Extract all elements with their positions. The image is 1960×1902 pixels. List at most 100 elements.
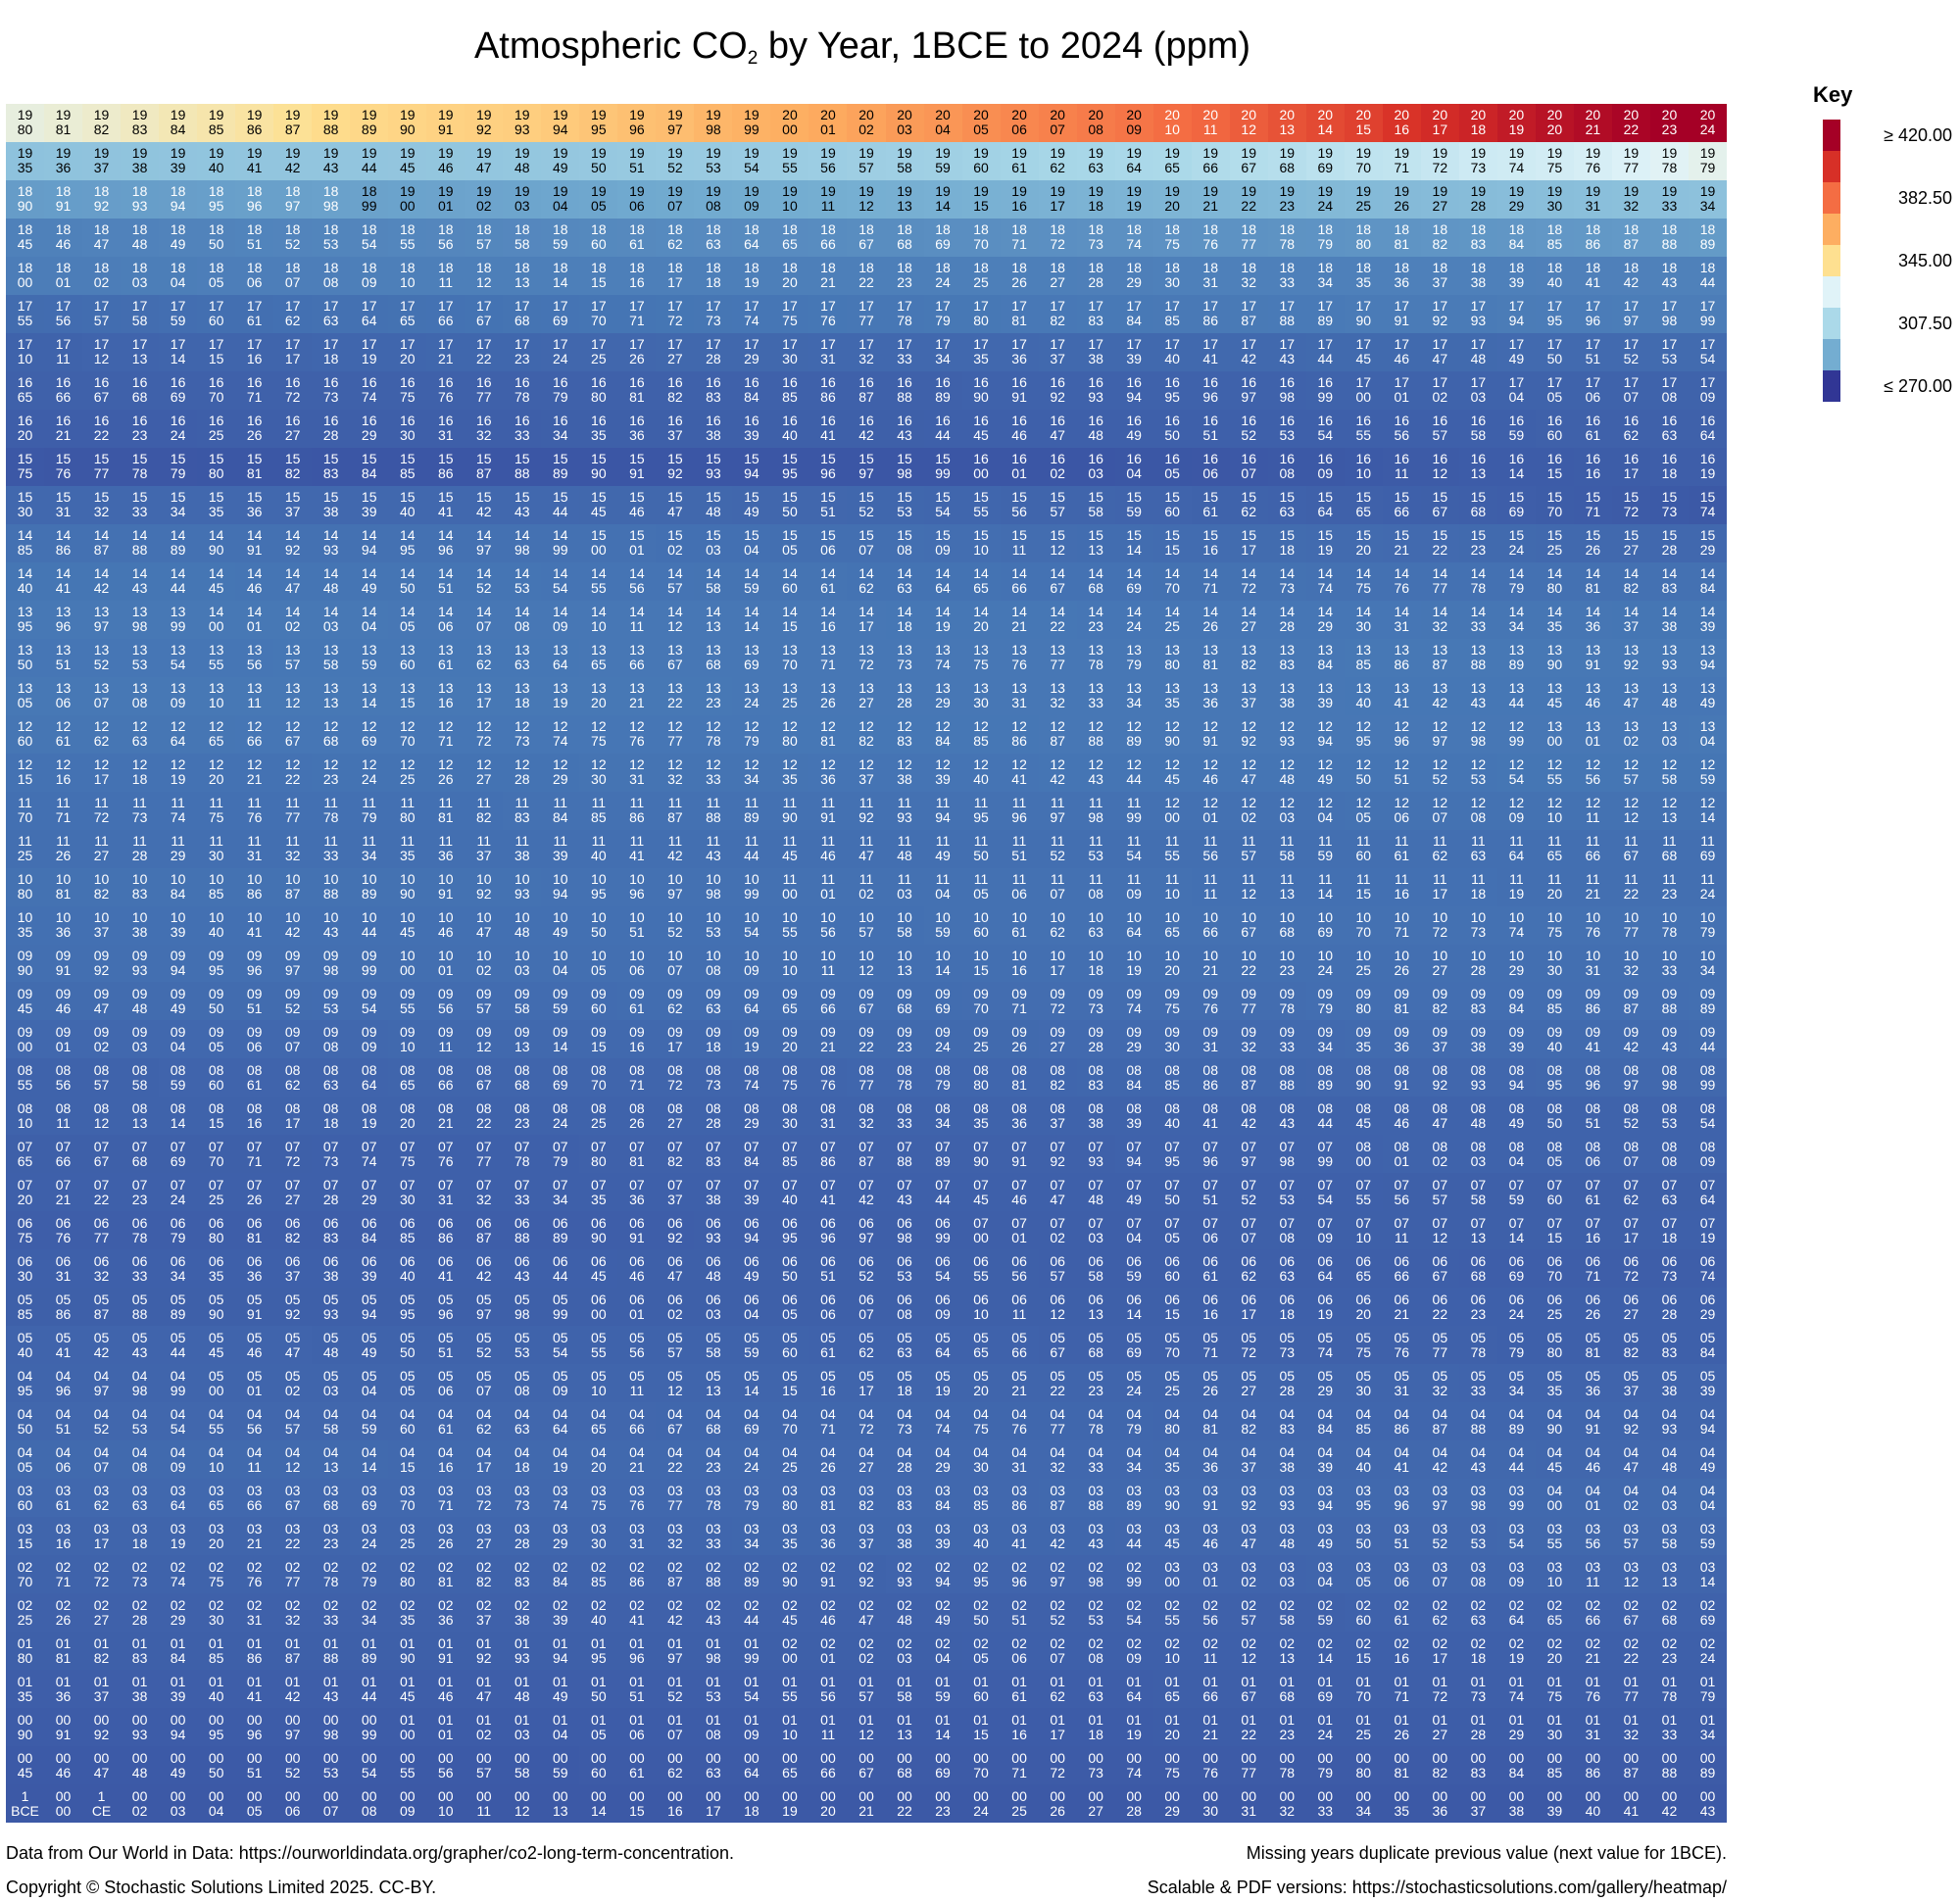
heatmap-cell: 13 58 (312, 638, 351, 677)
cell-year: 40 (1546, 274, 1563, 291)
heatmap-cell: 16 23 (121, 409, 160, 448)
cell-century: 19 (591, 107, 607, 123)
cell-year: 17 (1050, 198, 1065, 215)
cell-century: 07 (1050, 1138, 1065, 1154)
cell-century: 19 (744, 107, 760, 123)
cell-century: 09 (475, 985, 492, 1001)
cell-year: 53 (897, 504, 912, 520)
heatmap-cell: 18 37 (1420, 256, 1459, 295)
cell-year: 49 (361, 580, 377, 597)
cell-century: 11 (1279, 871, 1295, 888)
cell-century: 08 (629, 1061, 645, 1078)
cell-year: 28 (514, 771, 530, 788)
cell-century: 03 (744, 1482, 760, 1498)
cell-year: 98 (1470, 733, 1487, 750)
cell-century: 12 (1164, 756, 1180, 773)
cell-century: 13 (973, 680, 989, 697)
cell-century: 08 (17, 1061, 33, 1078)
cell-year: 12 (1050, 1305, 1065, 1322)
cell-century: 20 (1432, 107, 1448, 123)
heatmap-cell: 06 57 (1038, 1249, 1077, 1289)
heatmap-cell: 16 28 (312, 409, 351, 448)
heatmap-cell: 05 06 (426, 1364, 466, 1403)
cell-year: 56 (246, 1420, 263, 1437)
heatmap-cell: 19 75 (1535, 141, 1574, 180)
cell-century: 05 (1164, 1329, 1180, 1345)
heatmap-cell: 08 21 (426, 1097, 466, 1136)
heatmap-cell: 12 75 (579, 714, 618, 754)
heatmap-cell: 07 01 (1000, 1211, 1039, 1250)
heatmap-cell: 13 60 (388, 638, 427, 677)
heatmap-cell: 06 19 (1305, 1288, 1345, 1327)
heatmap-cell: 07 61 (1573, 1173, 1612, 1212)
heatmap-cell: 13 30 (961, 676, 1001, 715)
cell-century: 12 (1508, 795, 1525, 811)
cell-year: 83 (1470, 236, 1487, 253)
heatmap-cell: 06 41 (426, 1249, 466, 1289)
cell-year: 59 (1126, 504, 1142, 520)
heatmap-cell: 04 99 (159, 1364, 198, 1403)
heatmap-cell: 19 33 (1649, 179, 1689, 219)
heatmap-cell: 14 21 (1000, 600, 1039, 639)
heatmap-cell: 06 32 (82, 1249, 122, 1289)
cell-year: 72 (1241, 1343, 1256, 1360)
heatmap-cell: 10 41 (235, 905, 274, 945)
cell-year: 88 (897, 389, 912, 406)
heatmap-cell: 04 78 (1076, 1402, 1115, 1441)
cell-century: 12 (1279, 718, 1296, 735)
cell-year: 03 (514, 961, 530, 978)
cell-year: 14 (361, 1458, 377, 1475)
cell-century: 07 (1623, 1176, 1640, 1193)
cell-century: 08 (1623, 1061, 1640, 1078)
cell-century: 13 (361, 680, 377, 697)
cell-year: 32 (1623, 198, 1640, 215)
cell-century: 09 (1546, 1023, 1563, 1040)
cell-century: 17 (1432, 374, 1448, 391)
cell-year: 47 (1241, 771, 1256, 788)
cell-century: 05 (246, 1291, 263, 1307)
heatmap-cell: 12 41 (1000, 753, 1039, 792)
cell-century: 10 (591, 909, 607, 926)
cell-century: 17 (973, 336, 989, 353)
heatmap-cell: 11 12 (1229, 867, 1268, 906)
cell-year: 33 (131, 504, 148, 520)
heatmap-cell: 04 72 (847, 1402, 886, 1441)
cell-year: 01 (437, 198, 454, 215)
cell-year: 08 (322, 1038, 339, 1054)
cell-century: 05 (782, 1329, 798, 1345)
cell-century: 08 (1241, 1061, 1256, 1078)
heatmap-cell: 16 62 (1611, 409, 1650, 448)
cell-year: 55 (17, 1076, 33, 1093)
heatmap-cell: 05 51 (426, 1326, 466, 1365)
cell-century: 18 (1623, 260, 1640, 276)
cell-year: 89 (1699, 1000, 1716, 1016)
cell-century: 12 (667, 756, 683, 773)
cell-year: 53 (131, 1420, 148, 1437)
cell-year: 24 (553, 1114, 568, 1131)
cell-century: 11 (209, 795, 223, 811)
cell-year: 79 (1508, 580, 1525, 597)
cell-year: 01 (1394, 1152, 1410, 1169)
heatmap-cell: 08 08 (1649, 1135, 1689, 1174)
cell-century: 12 (1432, 756, 1448, 773)
cell-year: 79 (1508, 1343, 1525, 1360)
heatmap-cell: 11 99 (1114, 791, 1153, 830)
heatmap-cell: 20 21 (1573, 104, 1612, 142)
cell-century: 06 (706, 1252, 721, 1269)
cell-year: 55 (1355, 1191, 1372, 1207)
cell-century: 05 (93, 1329, 110, 1345)
heatmap-cell: 15 88 (503, 447, 542, 486)
cell-century: 16 (17, 374, 33, 391)
cell-year: 15 (973, 961, 989, 978)
cell-year: 00 (208, 1382, 224, 1398)
heatmap-cell: 17 59 (159, 294, 198, 333)
cell-year: 34 (1699, 961, 1716, 978)
heatmap-cell: 19 02 (465, 179, 504, 219)
heatmap-cell: 07 37 (656, 1173, 695, 1212)
cell-year: 42 (667, 848, 683, 864)
cell-century: 08 (1279, 1061, 1296, 1078)
heatmap-cell: 06 25 (1535, 1288, 1574, 1327)
cell-century: 05 (820, 1329, 836, 1345)
cell-century: 16 (935, 374, 951, 391)
cell-century: 18 (1661, 221, 1678, 238)
